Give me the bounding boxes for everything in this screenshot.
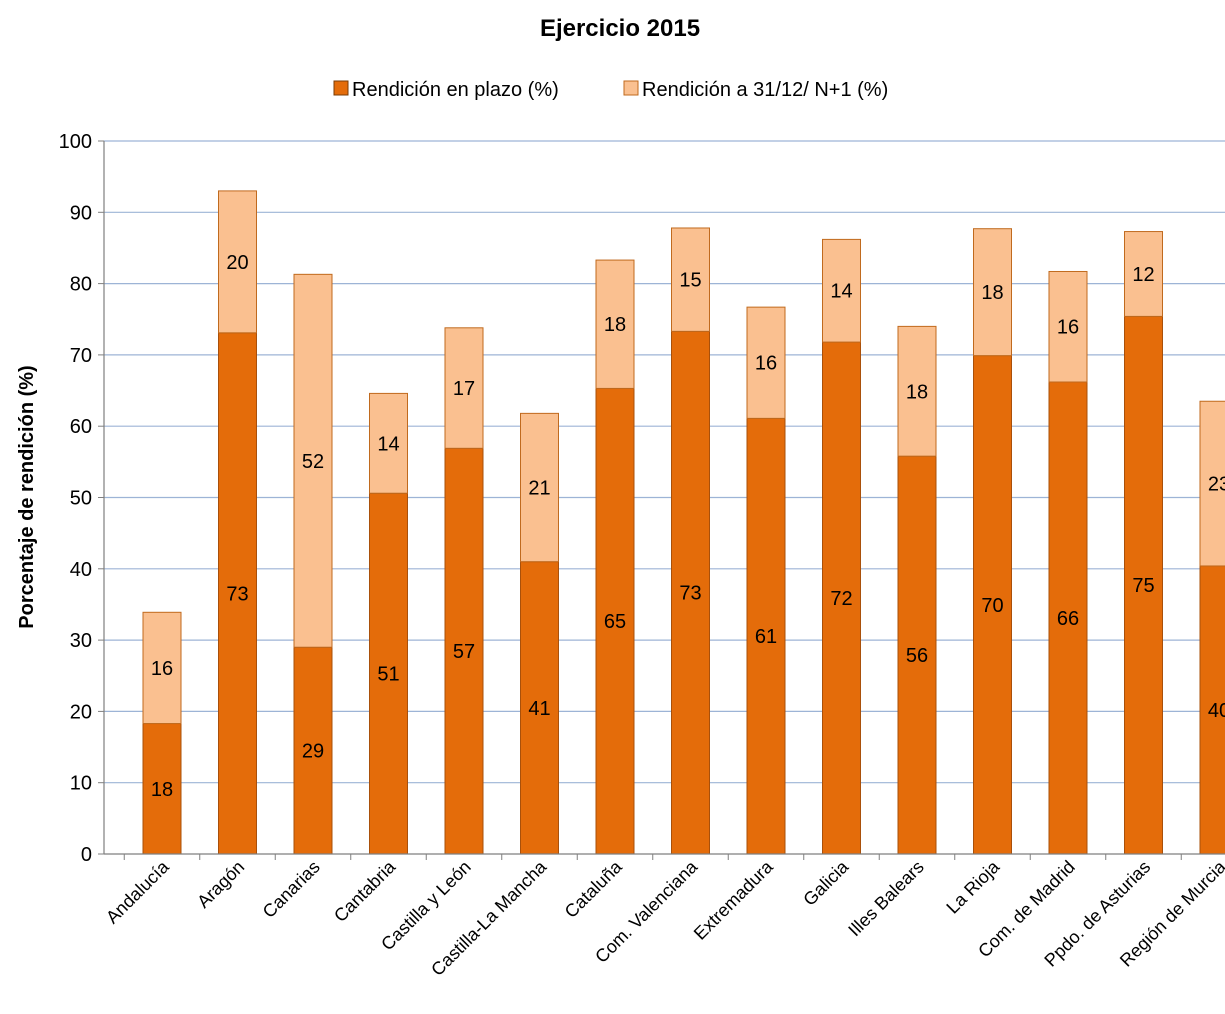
data-label-rendicion-en-plazo-canarias: 29 [302, 741, 324, 763]
data-label-rendicion-en-plazo-galicia: 72 [830, 588, 852, 610]
data-label-rendicion-en-plazo-aragon: 73 [226, 583, 248, 605]
y-tick-label: 100 [59, 131, 92, 153]
x-tick-label-cantabria: Cantabria [330, 856, 400, 926]
chart-title: Ejercicio 2015 [540, 15, 700, 42]
bar-rendicion-en-plazo-canarias [293, 646, 333, 855]
bar-rendicion-a-31-12-n-1-region-de-murcia [1199, 400, 1225, 567]
y-tick-label: 10 [70, 773, 92, 795]
data-label-rendicion-a-31-12-n-1-region-de-murcia: 23 [1208, 474, 1225, 496]
x-tick-label-la-rioja: La Rioja [942, 856, 1004, 918]
y-tick-label: 60 [70, 416, 92, 438]
data-label-rendicion-a-31-12-n-1-canarias: 52 [302, 451, 324, 473]
x-tick-label-illes-balears: Illes Balears [844, 857, 927, 940]
bar-rendicion-en-plazo-castilla-y-leon [444, 447, 484, 855]
legend-label-rendicion-en-plazo: Rendición en plazo (%) [352, 79, 559, 101]
data-label-rendicion-a-31-12-n-1-com-valenciana: 15 [679, 270, 701, 292]
y-tick-label: 80 [70, 274, 92, 296]
bar-rendicion-en-plazo-com-valenciana [671, 330, 710, 855]
data-label-rendicion-en-plazo-ppdo-de-asturias: 75 [1132, 575, 1154, 597]
legend-label-rendicion-a-31-12: Rendición a 31/12/ N+1 (%) [642, 79, 888, 101]
bar-rendicion-a-31-12-n-1-cantabria [369, 392, 408, 494]
data-label-rendicion-en-plazo-region-de-murcia: 40 [1208, 700, 1225, 722]
y-tick-label: 50 [70, 488, 92, 510]
data-label-rendicion-en-plazo-extremadura: 61 [755, 626, 777, 648]
x-tick-label-canarias: Canarias [259, 857, 324, 922]
data-label-rendicion-en-plazo-com-de-madrid: 66 [1057, 608, 1079, 630]
data-label-rendicion-a-31-12-n-1-la-rioja: 18 [981, 282, 1003, 304]
bar-rendicion-a-31-12-n-1-castilla-y-leon [444, 327, 484, 449]
legend: Rendición en plazo (%) Rendición a 31/12… [333, 79, 888, 101]
gridlines [104, 140, 1225, 784]
y-tick-label: 90 [70, 202, 92, 224]
data-label-rendicion-a-31-12-n-1-aragon: 20 [226, 252, 248, 274]
x-tick-label-cataluna: Cataluña [561, 856, 627, 922]
data-label-rendicion-a-31-12-n-1-cataluna: 18 [604, 314, 626, 336]
data-label-rendicion-a-31-12-n-1-castilla-y-leon: 17 [453, 378, 475, 400]
bar-rendicion-a-31-12-n-1-la-rioja [973, 228, 1012, 357]
x-axis-labels: Andalucía Aragón Canarias CantabriaCastilla… [102, 856, 1225, 980]
bar-rendicion-a-31-12-n-1-extremadura [746, 306, 786, 419]
bar-rendicion-a-31-12-n-1-com-valenciana [671, 227, 710, 332]
x-tick-label-aragon: Aragón [193, 857, 248, 912]
bar-rendicion-en-plazo-andalucia [142, 723, 182, 855]
data-label-rendicion-a-31-12-n-1-cantabria: 14 [377, 433, 399, 455]
data-labels: 18 16 73 20 29 52 51 14 57 17 41 21 65 18 73 15 61 16 72 14… [151, 252, 1225, 801]
bar-rendicion-en-plazo-la-rioja [973, 355, 1012, 855]
data-label-rendicion-en-plazo-illes-balears: 56 [906, 645, 928, 667]
data-label-rendicion-en-plazo-cataluna: 65 [604, 611, 626, 633]
axes [103, 141, 1225, 860]
legend-swatch-rendicion-en-plazo [333, 80, 349, 96]
x-tick-label-galicia: Galicia [799, 856, 853, 910]
data-label-rendicion-a-31-12-n-1-com-de-madrid: 16 [1057, 317, 1079, 339]
x-tick-label-extremadura: Extremadura [690, 856, 778, 944]
bar-rendicion-a-31-12-n-1-canarias [293, 273, 333, 648]
data-label-rendicion-en-plazo-cantabria: 51 [377, 664, 399, 686]
y-axis-ticks: 0 10 20 30 40 50 60 70 80 90 100 [59, 131, 104, 866]
bar-rendicion-a-31-12-n-1-andalucia [142, 611, 182, 725]
data-label-rendicion-a-31-12-n-1-andalucia: 16 [151, 658, 173, 680]
bar-rendicion-a-31-12-n-1-illes-balears [897, 325, 937, 457]
data-label-rendicion-a-31-12-n-1-ppdo-de-asturias: 12 [1132, 264, 1154, 286]
data-label-rendicion-a-31-12-n-1-illes-balears: 18 [906, 381, 928, 403]
data-label-rendicion-en-plazo-andalucia: 18 [151, 779, 173, 801]
bar-rendicion-en-plazo-extremadura [746, 417, 786, 855]
y-tick-label: 70 [70, 345, 92, 367]
data-label-rendicion-en-plazo-castilla-y-leon: 57 [453, 641, 475, 663]
bar-rendicion-a-31-12-n-1-galicia [822, 238, 861, 343]
bar-rendicion-a-31-12-n-1-com-de-madrid [1048, 270, 1088, 383]
y-tick-label: 20 [70, 701, 92, 723]
bar-rendicion-en-plazo-cantabria [369, 492, 408, 855]
bar-rendicion-a-31-12-n-1-castilla-la-mancha [520, 412, 559, 563]
legend-swatch-rendicion-a-31-12 [623, 80, 639, 96]
bar-rendicion-a-31-12-n-1-cataluna [595, 259, 635, 389]
y-tick-label: 0 [81, 844, 92, 866]
data-label-rendicion-a-31-12-n-1-extremadura: 16 [755, 353, 777, 375]
data-label-rendicion-a-31-12-n-1-castilla-la-mancha: 21 [528, 478, 550, 500]
y-axis-title: Porcentaje de rendición (%) [16, 365, 38, 628]
data-label-rendicion-en-plazo-castilla-la-mancha: 41 [528, 698, 550, 720]
data-label-rendicion-a-31-12-n-1-galicia: 14 [830, 281, 852, 303]
data-label-rendicion-en-plazo-com-valenciana: 73 [679, 583, 701, 605]
x-tick-label-andalucia: Andalucía [102, 856, 173, 927]
data-label-rendicion-en-plazo-la-rioja: 70 [981, 595, 1003, 617]
y-tick-label: 40 [70, 559, 92, 581]
bar-rendicion-a-31-12-n-1-ppdo-de-asturias [1124, 231, 1163, 317]
bar-rendicion-a-31-12-n-1-aragon [218, 190, 257, 334]
y-tick-label: 30 [70, 630, 92, 652]
